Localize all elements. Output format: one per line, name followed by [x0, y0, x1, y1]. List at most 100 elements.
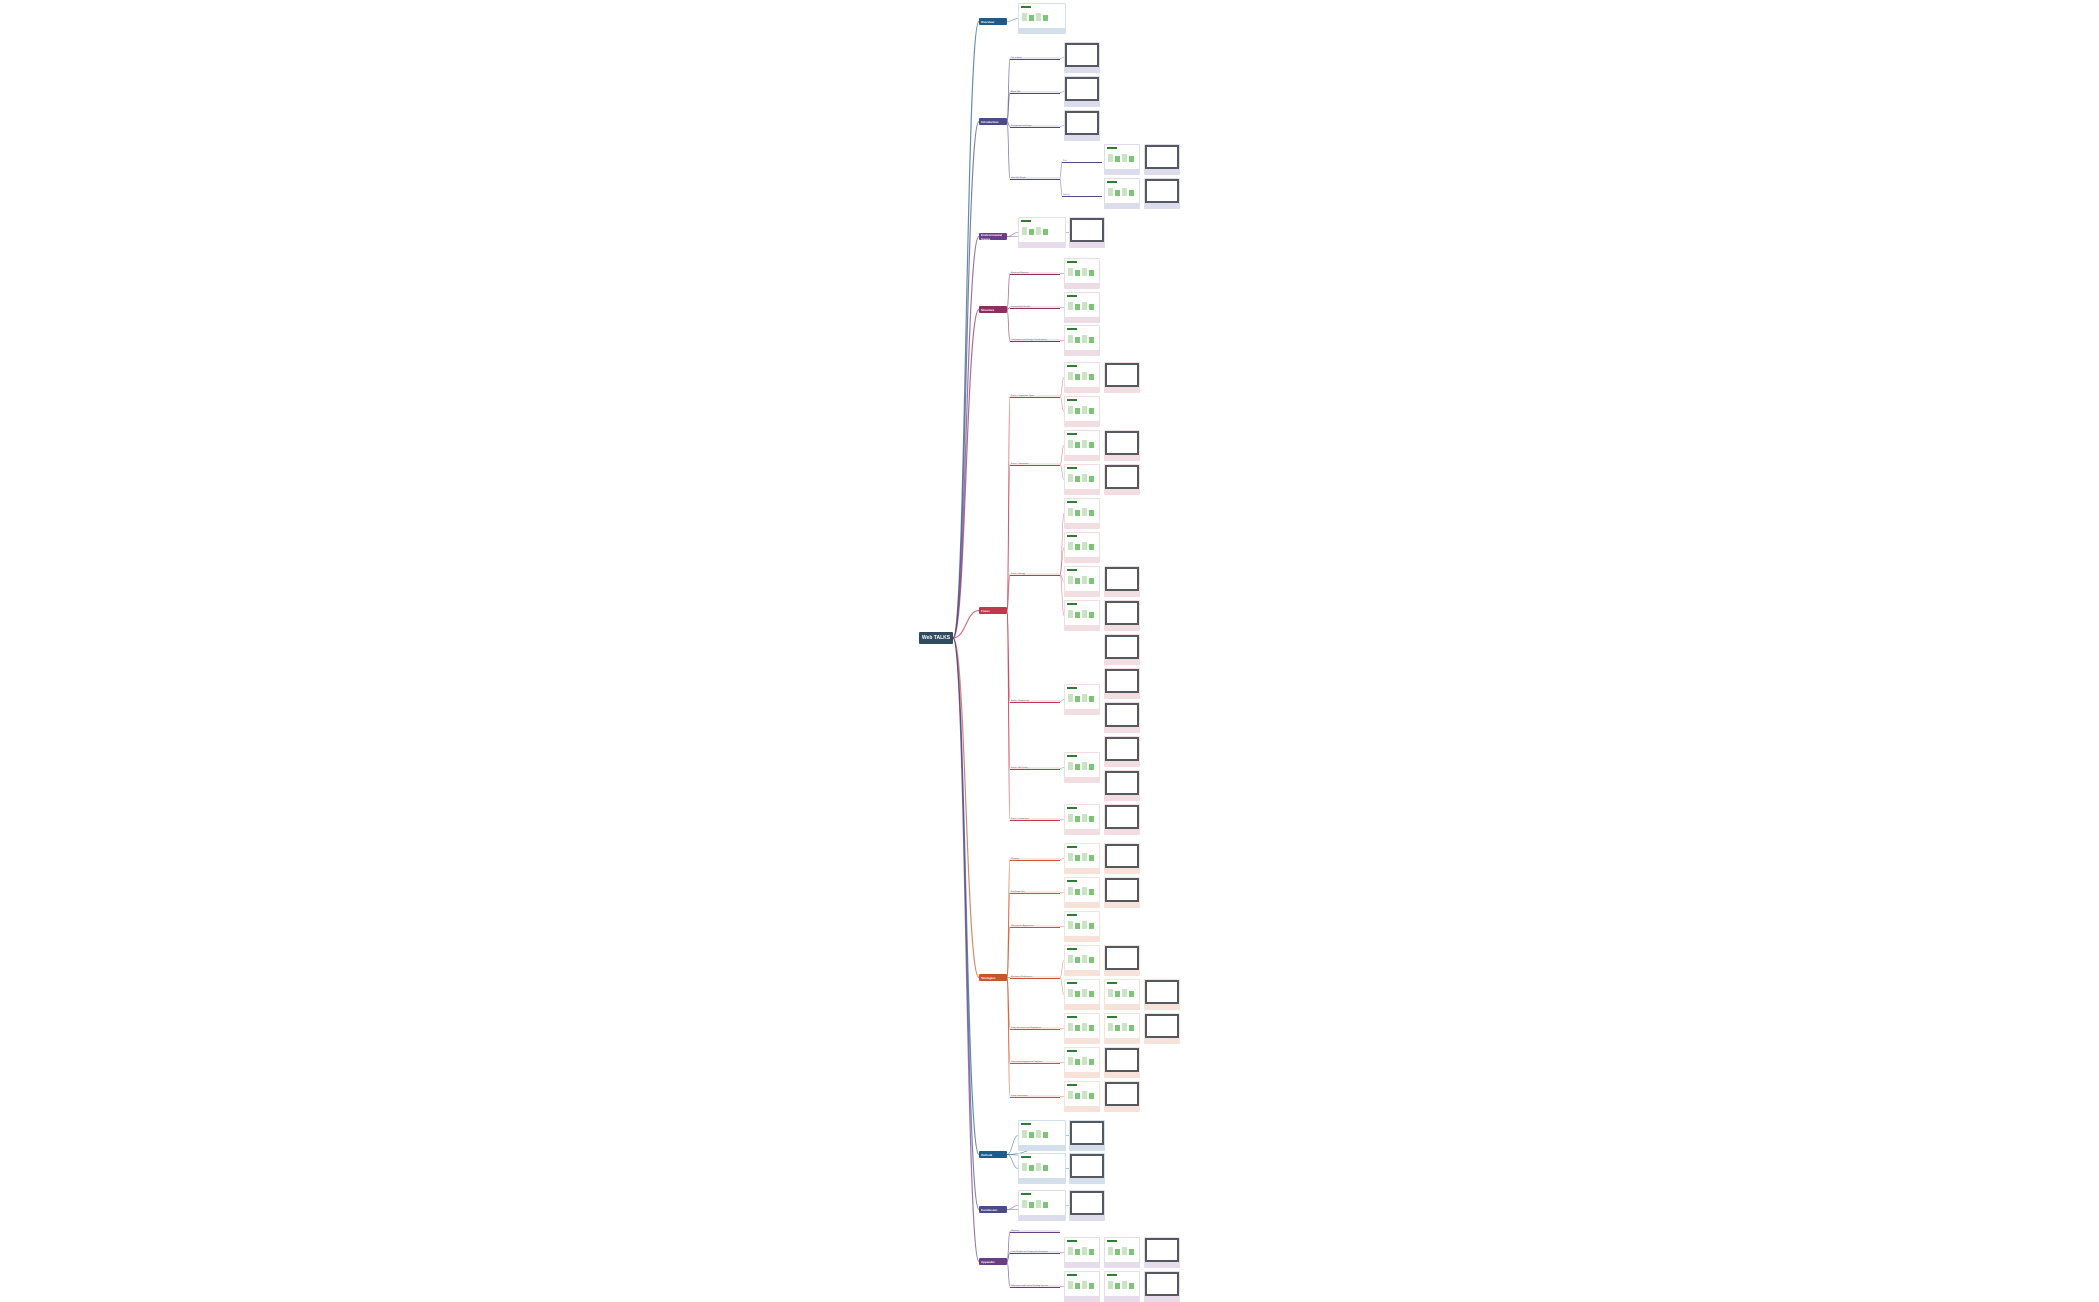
slide-card[interactable] [1064, 76, 1100, 107]
topic-node[interactable]: Focus – Urban Heat [1010, 818, 1060, 821]
slide-card[interactable] [1064, 979, 1100, 1010]
slide-card[interactable] [1144, 1271, 1180, 1302]
slide-card[interactable] [1018, 1153, 1066, 1184]
slide-card[interactable] [1064, 843, 1100, 874]
root-node[interactable]: Web TALKS [919, 632, 953, 644]
slide-card[interactable] [1104, 668, 1140, 699]
slide-card[interactable] [1069, 1153, 1105, 1184]
topic-node[interactable]: Monitoring Performance [1010, 976, 1060, 979]
topic-node[interactable]: Installation Tips [1010, 891, 1060, 894]
slide-card[interactable] [1064, 600, 1100, 631]
slide-card[interactable] [1069, 1190, 1105, 1221]
topic-node[interactable]: About Wiki [1010, 91, 1060, 94]
slide-card[interactable] [1104, 1237, 1140, 1268]
category-focus[interactable]: Focus [979, 607, 1007, 614]
slide-card[interactable] [1104, 430, 1140, 461]
slide-card[interactable] [1104, 1013, 1140, 1044]
slide-card[interactable] [1064, 752, 1100, 783]
topic-node[interactable]: Case Studies and Comparative Examples [1010, 1251, 1060, 1254]
topic-node[interactable]: References and Further Reading Sources [1010, 1285, 1060, 1288]
slide-card[interactable] [1104, 1047, 1140, 1078]
slide-card[interactable] [1064, 464, 1100, 495]
topic-node[interactable]: Future Innovations [1010, 1095, 1060, 1098]
slide-card[interactable] [1104, 1081, 1140, 1112]
topic-node[interactable]: Planning [1010, 858, 1060, 861]
slide-card[interactable] [1104, 979, 1140, 1010]
slide-card[interactable] [1104, 843, 1140, 874]
slide-card[interactable] [1064, 396, 1100, 427]
slide-card[interactable] [1104, 736, 1140, 767]
slide-card[interactable] [1104, 945, 1140, 976]
slide-card[interactable] [1064, 362, 1100, 393]
slide-card[interactable] [1064, 430, 1100, 461]
topic-node[interactable]: Structural Elements [1010, 272, 1060, 275]
slide-card[interactable] [1104, 804, 1140, 835]
category-overview[interactable]: Overview [979, 18, 1007, 25]
slide-card[interactable] [1064, 110, 1100, 141]
topic-node[interactable]: Maintenance Approaches [1010, 925, 1060, 928]
slide-card[interactable] [1104, 1271, 1140, 1302]
category-env[interactable]: Environmental Issues [979, 233, 1007, 241]
slide-card[interactable] [1064, 258, 1100, 289]
slide-card[interactable] [1064, 1237, 1100, 1268]
topic-node[interactable]: Focus – Vegetation Types [1010, 395, 1060, 398]
slide-card[interactable] [1064, 684, 1100, 715]
slide-card[interactable] [1064, 877, 1100, 908]
slide-card[interactable] [1104, 770, 1140, 801]
slide-card[interactable] [1144, 144, 1180, 175]
slide-card[interactable] [1018, 3, 1066, 34]
slide-card[interactable] [1064, 945, 1100, 976]
topic-node[interactable]: Community Engagement Programs [1010, 1061, 1060, 1064]
topic-node[interactable]: Glossary [1010, 1230, 1060, 1233]
slide-card[interactable] [1064, 804, 1100, 835]
category-outlook[interactable]: Outlook [979, 1151, 1007, 1158]
topic-node[interactable]: Get to know [1010, 57, 1060, 60]
slide-card[interactable] [1064, 42, 1100, 73]
topic-node[interactable]: Components and Design Considerations [1010, 339, 1060, 342]
topic-node[interactable]: Focus – Air Quality [1010, 767, 1060, 770]
category-appendix[interactable]: Appendix [979, 1258, 1007, 1265]
topic-node[interactable]: Focus – Energy [1010, 573, 1060, 576]
slide-card[interactable] [1104, 702, 1140, 733]
slide-card[interactable] [1018, 1120, 1066, 1151]
topic-node[interactable]: Background and Scope [1010, 125, 1060, 128]
slide-card[interactable] [1144, 979, 1180, 1010]
category-intro[interactable]: Introduction [979, 118, 1007, 125]
slide-card[interactable] [1144, 178, 1180, 209]
category-conclusion[interactable]: Conclusion [979, 1206, 1007, 1213]
slide-card[interactable] [1064, 1013, 1100, 1044]
slide-card[interactable] [1064, 1047, 1100, 1078]
slide-card[interactable] [1069, 1120, 1105, 1151]
category-strategies[interactable]: Strategies [979, 974, 1007, 981]
slide-card[interactable] [1104, 600, 1140, 631]
slide-card[interactable] [1064, 566, 1100, 597]
slide-card[interactable] [1064, 325, 1100, 356]
slide-card[interactable] [1104, 634, 1140, 665]
topic-node[interactable]: Sustainability Benefits [1010, 306, 1060, 309]
slide-card[interactable] [1064, 498, 1100, 529]
topic-node[interactable]: How Wiki Words [1010, 177, 1060, 180]
slide-card[interactable] [1104, 144, 1140, 175]
topic-node[interactable]: Focus – Stormwater [1010, 463, 1060, 466]
slide-card[interactable] [1144, 1013, 1180, 1044]
slide-card[interactable] [1104, 178, 1140, 209]
slide-card[interactable] [1064, 532, 1100, 563]
slide-card[interactable] [1064, 1271, 1100, 1302]
slide-card[interactable] [1104, 464, 1140, 495]
slide-card[interactable] [1064, 1081, 1100, 1112]
slide-card[interactable] [1144, 1237, 1180, 1268]
slide-card[interactable] [1064, 911, 1100, 942]
subtopic-node[interactable]: Part [1062, 160, 1102, 163]
subtopic-node[interactable]: Linking [1062, 194, 1102, 197]
slide-card[interactable] [1104, 362, 1140, 393]
topic-node[interactable]: Focus – Biodiversity [1010, 700, 1060, 703]
slide-card[interactable] [1064, 292, 1100, 323]
category-structure[interactable]: Structure [979, 306, 1007, 313]
slide-card[interactable] [1069, 217, 1105, 248]
slide-card[interactable] [1018, 1190, 1066, 1221]
slide-card[interactable] [1104, 877, 1140, 908]
slide-card[interactable] [1018, 217, 1066, 248]
topic-node[interactable]: Policy Incentives and Regulations [1010, 1027, 1060, 1030]
slide-card[interactable] [1104, 566, 1140, 597]
